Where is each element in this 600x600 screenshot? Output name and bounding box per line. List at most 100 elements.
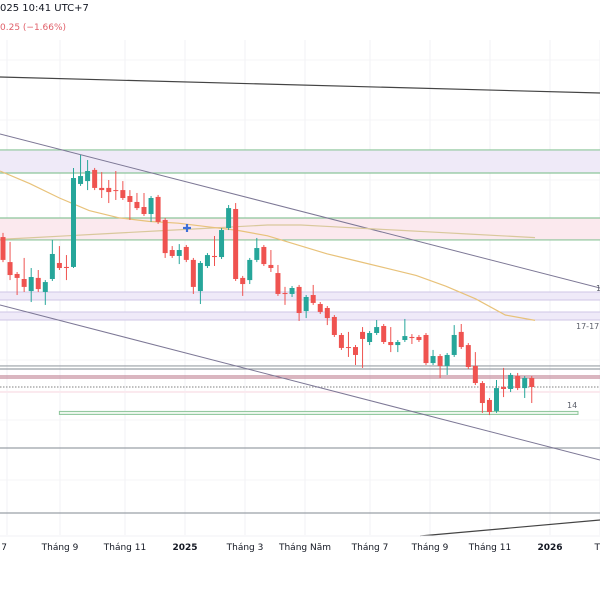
candle bbox=[303, 295, 309, 319]
header-datetime: 025 10:41 UTC+7 bbox=[0, 3, 89, 14]
channel-upper-line[interactable] bbox=[0, 133, 600, 289]
candle-body bbox=[99, 187, 105, 191]
candle-body bbox=[127, 196, 133, 202]
candle bbox=[113, 171, 119, 200]
candle-body bbox=[472, 365, 478, 384]
candle-body bbox=[324, 307, 330, 319]
x-tick-label: Tháng 7 bbox=[351, 543, 389, 553]
support-zone-line bbox=[58, 410, 579, 415]
candle-body bbox=[28, 277, 34, 292]
long-resistance-line[interactable] bbox=[0, 76, 600, 94]
candle-body bbox=[148, 198, 154, 215]
x-tick-label: Tháng 11 bbox=[468, 543, 511, 553]
candle bbox=[190, 257, 196, 294]
candle bbox=[310, 284, 316, 305]
candle bbox=[465, 343, 471, 369]
candle bbox=[56, 246, 62, 270]
candle bbox=[282, 286, 288, 305]
candle-body bbox=[501, 387, 507, 389]
candle bbox=[28, 268, 34, 303]
candle-body bbox=[212, 255, 217, 258]
candle bbox=[219, 228, 225, 260]
candle-body bbox=[134, 201, 140, 209]
candle-body bbox=[360, 331, 366, 339]
x-tick-label: Tháng Năm bbox=[278, 543, 331, 553]
candle-body bbox=[381, 325, 387, 342]
candle-body bbox=[317, 304, 323, 312]
candle bbox=[402, 318, 408, 342]
x-tick-label: Tháng 11 bbox=[103, 543, 146, 553]
candle-body bbox=[310, 295, 316, 303]
candle bbox=[275, 264, 281, 296]
candle bbox=[353, 345, 358, 366]
candle-body bbox=[113, 190, 119, 192]
candle-body bbox=[409, 336, 415, 339]
candle bbox=[338, 333, 344, 350]
candle-body bbox=[282, 293, 288, 295]
candle bbox=[106, 180, 112, 204]
candle-body bbox=[345, 347, 351, 349]
price-zone bbox=[0, 217, 600, 240]
bottom-support-line[interactable] bbox=[419, 519, 600, 537]
candle-body bbox=[423, 334, 429, 364]
candle-body bbox=[486, 399, 492, 413]
x-tick-label: T bbox=[594, 543, 600, 553]
candle bbox=[430, 349, 436, 366]
candle-body bbox=[141, 207, 147, 215]
candle-body bbox=[522, 378, 528, 389]
candle bbox=[331, 315, 337, 337]
candle-body bbox=[275, 273, 281, 294]
x-tick-label: 2026 bbox=[537, 543, 562, 553]
candle-body bbox=[71, 178, 76, 267]
candle-body bbox=[458, 331, 464, 348]
x-tick-label: Tháng 3 bbox=[226, 543, 264, 553]
annotations: 17-17.2 1 14 bbox=[567, 284, 600, 410]
candle bbox=[367, 331, 373, 346]
candle-body bbox=[42, 282, 48, 292]
price-zone bbox=[0, 390, 600, 393]
candle-body bbox=[479, 383, 485, 404]
candle-body bbox=[494, 388, 499, 411]
header-price-change: 0.25 (−1.66%) bbox=[0, 23, 67, 33]
candle bbox=[289, 286, 295, 297]
candle bbox=[501, 367, 507, 398]
price-zones bbox=[0, 149, 600, 393]
annotation-label: 1 bbox=[596, 284, 600, 293]
candle bbox=[141, 192, 147, 216]
candle-body bbox=[430, 356, 436, 364]
candle bbox=[134, 192, 140, 211]
channel-lower-line[interactable] bbox=[0, 304, 600, 461]
candle-body bbox=[183, 246, 189, 260]
candle bbox=[183, 244, 189, 263]
candle bbox=[148, 196, 154, 222]
candle-body bbox=[374, 327, 380, 333]
candle bbox=[324, 306, 330, 326]
candle bbox=[162, 217, 168, 258]
candle-body bbox=[204, 255, 210, 267]
candle bbox=[92, 167, 98, 191]
candle-body bbox=[63, 266, 69, 269]
candle-body bbox=[331, 316, 337, 335]
candle bbox=[120, 181, 126, 200]
candle-body bbox=[226, 208, 232, 229]
candle bbox=[85, 160, 91, 191]
candle-body bbox=[106, 187, 112, 193]
annotation-label: 14 bbox=[567, 401, 577, 410]
candle bbox=[444, 352, 450, 375]
candle bbox=[381, 324, 387, 344]
candle bbox=[472, 352, 478, 386]
candle bbox=[296, 284, 302, 321]
candle bbox=[345, 331, 351, 357]
candle bbox=[212, 235, 217, 267]
candle bbox=[42, 280, 48, 305]
candle-body bbox=[268, 264, 274, 269]
candle bbox=[35, 270, 41, 292]
trend-lines bbox=[0, 76, 600, 537]
candle bbox=[395, 340, 401, 353]
candle-body bbox=[7, 262, 13, 276]
ma-short-line bbox=[0, 170, 536, 321]
candle bbox=[240, 275, 246, 296]
candle bbox=[360, 327, 366, 368]
candle-body bbox=[395, 342, 401, 346]
